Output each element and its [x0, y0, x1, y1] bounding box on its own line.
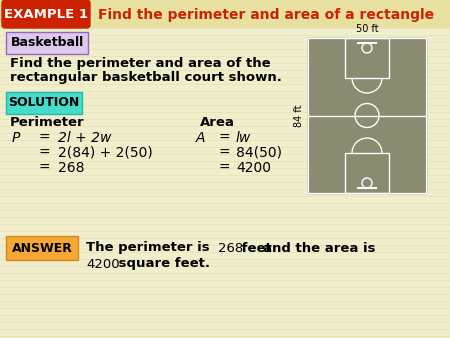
Text: 2(84) + 2(50): 2(84) + 2(50): [58, 146, 153, 160]
Text: square feet.: square feet.: [114, 258, 210, 270]
Text: 2l + 2w: 2l + 2w: [58, 131, 112, 145]
Text: SOLUTION: SOLUTION: [9, 97, 80, 110]
Bar: [308, 38, 426, 193]
Text: 4200: 4200: [86, 258, 120, 270]
Text: P: P: [12, 131, 20, 145]
Text: feet: feet: [237, 241, 276, 255]
Text: =: =: [218, 161, 230, 175]
Text: =: =: [38, 131, 50, 145]
Text: rectangular basketball court shown.: rectangular basketball court shown.: [10, 72, 282, 84]
Text: and the area is: and the area is: [263, 241, 375, 255]
Text: A: A: [196, 131, 206, 145]
Text: The perimeter is: The perimeter is: [86, 241, 214, 255]
FancyBboxPatch shape: [6, 92, 82, 114]
Bar: [345, 153, 389, 193]
Text: 50 ft: 50 ft: [356, 24, 378, 34]
Text: =: =: [218, 146, 230, 160]
Text: 84(50): 84(50): [236, 146, 282, 160]
Text: lw: lw: [236, 131, 251, 145]
Text: ANSWER: ANSWER: [12, 241, 72, 255]
Text: 4200: 4200: [236, 161, 271, 175]
Text: =: =: [218, 131, 230, 145]
FancyBboxPatch shape: [2, 0, 90, 28]
Text: 84 ft: 84 ft: [294, 104, 304, 127]
Bar: [0, 0, 450, 28]
Text: Find the perimeter and area of the: Find the perimeter and area of the: [10, 56, 270, 70]
Text: 268: 268: [218, 241, 243, 255]
FancyBboxPatch shape: [6, 32, 88, 54]
Text: Area: Area: [200, 116, 235, 128]
Text: EXAMPLE 1: EXAMPLE 1: [4, 8, 88, 21]
FancyBboxPatch shape: [6, 236, 78, 260]
Bar: [308, 38, 426, 193]
Text: Find the perimeter and area of a rectangle: Find the perimeter and area of a rectang…: [98, 7, 434, 22]
Text: Basketball: Basketball: [10, 37, 84, 49]
Text: Perimeter: Perimeter: [10, 116, 85, 128]
Text: =: =: [38, 146, 50, 160]
Text: =: =: [38, 161, 50, 175]
Text: 268: 268: [58, 161, 85, 175]
Bar: [345, 38, 389, 78]
